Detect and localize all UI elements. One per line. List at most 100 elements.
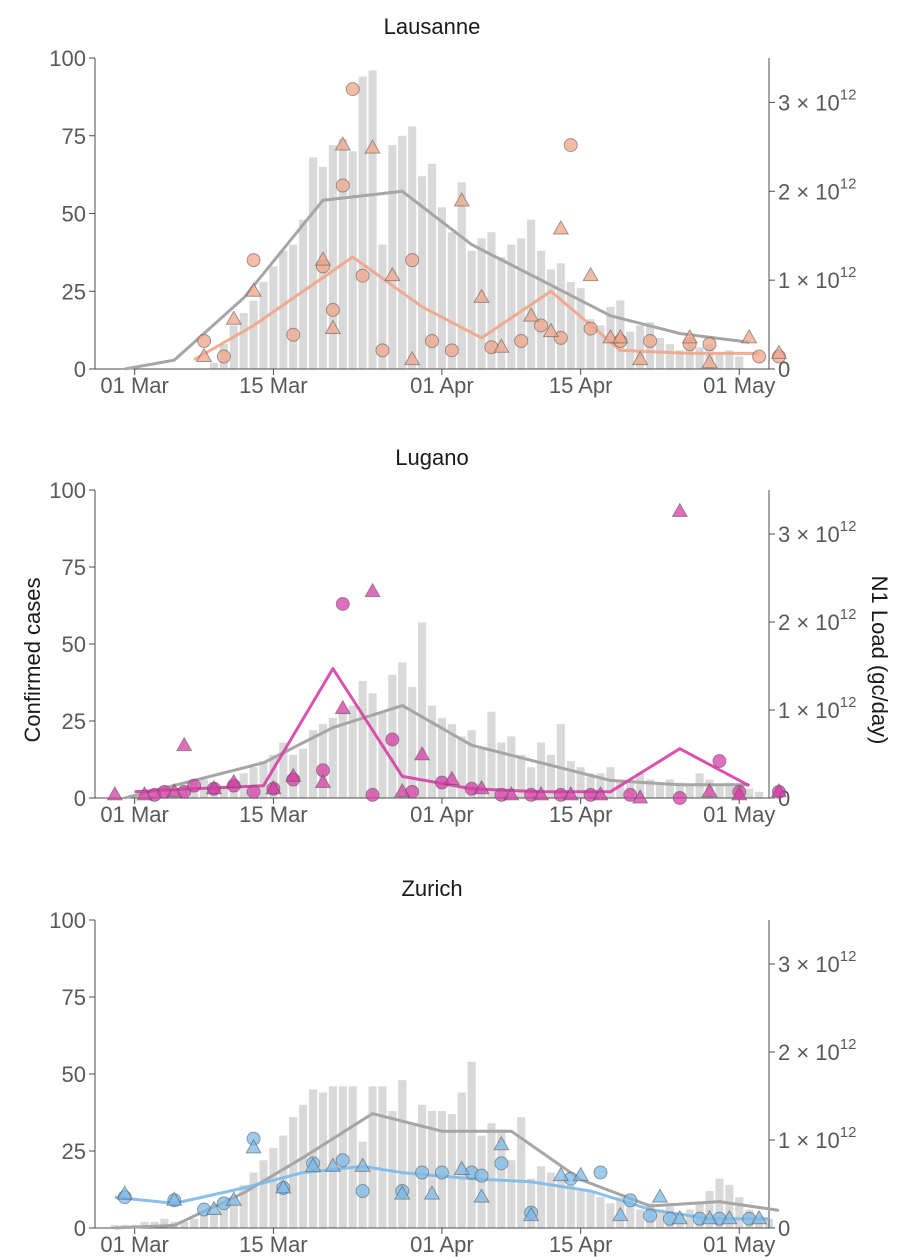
case-bar bbox=[507, 244, 516, 369]
case-bar bbox=[655, 1209, 665, 1228]
y-tick-label: 50 bbox=[62, 632, 86, 657]
data-point-circle bbox=[583, 321, 598, 336]
data-point-triangle bbox=[364, 582, 381, 598]
y2-tick-exponent: 12 bbox=[840, 1124, 857, 1141]
case-bar bbox=[358, 76, 367, 369]
case-bar bbox=[685, 1209, 694, 1228]
case-bar bbox=[229, 1197, 238, 1228]
data-point-triangle bbox=[354, 1157, 371, 1172]
case-bar bbox=[556, 1178, 565, 1228]
y2-tick-label: 0 bbox=[778, 1216, 790, 1241]
case-bar bbox=[338, 138, 347, 369]
case-bar bbox=[685, 785, 694, 798]
data-point-triangle bbox=[542, 322, 560, 338]
case-bar bbox=[209, 362, 219, 369]
data-point-triangle bbox=[572, 1166, 589, 1182]
case-bar bbox=[487, 1123, 496, 1228]
case-bar bbox=[378, 711, 387, 798]
data-point-triangle bbox=[245, 282, 262, 297]
data-point-circle bbox=[187, 778, 202, 793]
x-tick-label: 01 Mar bbox=[100, 373, 168, 398]
case-bar bbox=[279, 742, 288, 798]
data-point-triangle bbox=[453, 192, 470, 207]
case-bar bbox=[546, 754, 556, 798]
y-tick-label: 25 bbox=[62, 709, 86, 734]
data-point-triangle bbox=[175, 736, 193, 752]
data-point-triangle bbox=[612, 1206, 629, 1222]
data-point-triangle bbox=[473, 779, 490, 795]
case-bar bbox=[715, 785, 724, 798]
case-bar bbox=[745, 788, 754, 798]
data-point-triangle bbox=[631, 350, 649, 366]
case-bar bbox=[586, 319, 595, 369]
data-point-circle bbox=[643, 334, 658, 349]
y-axis-label-right: N1 Load (gc/day) bbox=[867, 576, 892, 745]
x-tick-label: 15 Apr bbox=[549, 802, 613, 827]
x-tick-label: 01 Apr bbox=[410, 373, 474, 398]
data-point-triangle bbox=[384, 266, 401, 282]
data-point-triangle bbox=[701, 1209, 718, 1225]
case-bar bbox=[328, 717, 337, 798]
case-bar bbox=[536, 1166, 546, 1228]
y2-tick-label: 2 × 1012 bbox=[778, 175, 856, 204]
data-point-triangle bbox=[562, 785, 579, 801]
case-bar bbox=[576, 767, 585, 798]
case-bar bbox=[299, 219, 308, 369]
case-bar bbox=[269, 266, 278, 369]
data-point-triangle bbox=[275, 1178, 292, 1194]
x-tick-label: 01 Apr bbox=[410, 802, 474, 827]
case-bar bbox=[388, 1110, 397, 1228]
y-tick-label: 75 bbox=[62, 555, 86, 580]
data-point-triangle bbox=[166, 782, 183, 798]
case-bar bbox=[259, 1160, 268, 1228]
case-bar bbox=[487, 232, 496, 369]
y-axis-label-left: Confirmed cases bbox=[20, 577, 45, 742]
data-point-circle bbox=[246, 253, 261, 268]
case-bar bbox=[328, 1086, 337, 1228]
case-bar bbox=[239, 1184, 248, 1228]
case-bar bbox=[447, 232, 456, 369]
case-bar bbox=[517, 238, 526, 369]
data-point-circle bbox=[197, 334, 212, 349]
data-point-triangle bbox=[493, 338, 510, 353]
data-point-circle bbox=[712, 754, 727, 769]
case-bar bbox=[219, 785, 228, 798]
y2-tick-exponent: 12 bbox=[840, 518, 857, 535]
data-point-triangle bbox=[681, 328, 698, 344]
x-tick-label: 01 Mar bbox=[100, 1232, 168, 1257]
case-bar bbox=[507, 1160, 516, 1228]
case-bar bbox=[665, 779, 674, 798]
data-point-triangle bbox=[166, 1191, 183, 1206]
case-bar bbox=[249, 300, 258, 369]
panel-title: Lausanne bbox=[384, 14, 481, 39]
case-bar bbox=[408, 687, 417, 798]
case-bar bbox=[725, 350, 734, 369]
data-point-triangle bbox=[225, 310, 242, 325]
data-point-triangle bbox=[582, 266, 599, 282]
data-point-circle bbox=[365, 787, 380, 802]
data-point-triangle bbox=[740, 328, 758, 344]
case-bar bbox=[269, 754, 278, 798]
y2-tick-label: 1 × 1012 bbox=[778, 264, 856, 293]
data-point-triangle bbox=[334, 136, 352, 151]
data-point-triangle bbox=[750, 1209, 768, 1225]
case-bar bbox=[289, 1117, 298, 1228]
case-bar bbox=[299, 748, 308, 798]
data-point-triangle bbox=[324, 1157, 342, 1172]
case-bar bbox=[209, 1212, 219, 1228]
case-bar bbox=[160, 1218, 169, 1228]
case-bar bbox=[457, 1092, 466, 1228]
y-tick-label: 0 bbox=[74, 1216, 86, 1241]
case-bar bbox=[606, 1203, 615, 1228]
case-bar bbox=[507, 736, 516, 798]
case-bar bbox=[398, 662, 407, 798]
case-bar bbox=[497, 257, 506, 369]
data-point-triangle bbox=[394, 1185, 411, 1200]
case-bar bbox=[199, 1215, 209, 1228]
data-point-circle bbox=[474, 1168, 489, 1183]
data-point-circle bbox=[335, 596, 350, 611]
data-point-triangle bbox=[552, 220, 570, 235]
case-bar bbox=[536, 250, 546, 369]
y-tick-label: 75 bbox=[62, 124, 86, 149]
